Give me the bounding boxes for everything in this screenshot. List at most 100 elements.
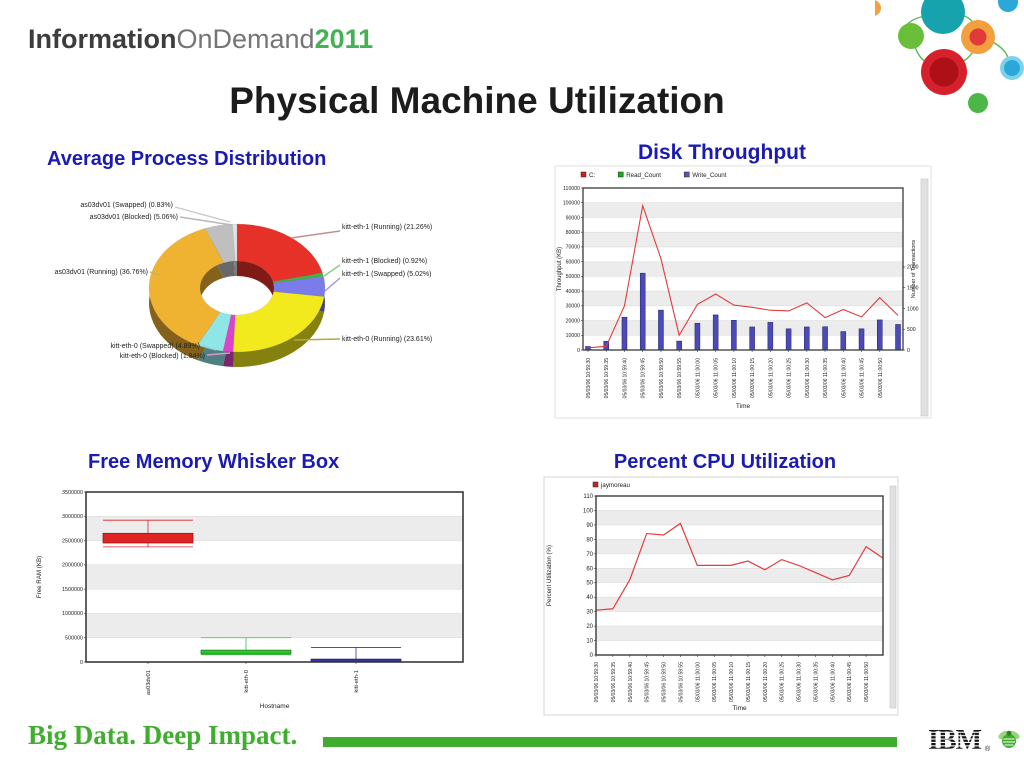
grid-band xyxy=(583,232,903,247)
x-tick-label: 05/03/06 10:59:35 xyxy=(611,662,617,703)
pie-slice xyxy=(236,223,323,282)
bar-write-count xyxy=(840,331,847,351)
event-logo: InformationOnDemand2011 xyxy=(28,24,373,55)
disk-throughput-chart: C: Read_Count Write_Count01000020000300004… xyxy=(554,165,932,419)
x-tick-label: 05/03/06 11:00:30 xyxy=(797,662,803,702)
axis-label: 60 xyxy=(586,566,593,572)
x-tick-label: 05/03/06 11:00:50 xyxy=(878,358,884,398)
page-title: Physical Machine Utilization xyxy=(229,80,725,121)
axis-label: 2000000 xyxy=(62,563,83,569)
axis-label: 110 xyxy=(583,494,593,500)
axis-label: 1500 xyxy=(907,285,919,291)
x-axis-title: Hostname xyxy=(260,703,290,710)
grid-band xyxy=(86,613,463,638)
axis-label: 40 xyxy=(586,595,593,601)
pie-slice-label: as03dv01 (Swapped) (0.83%) xyxy=(80,202,173,209)
legend-swatch xyxy=(580,171,587,178)
axis-label: 10 xyxy=(586,639,593,645)
x-tick-label: 05/03/06 11:00:05 xyxy=(714,358,720,398)
grid-band xyxy=(583,320,903,336)
pie-slice-label: as03dv01 (Blocked) (5.06%) xyxy=(90,214,178,221)
x-tick-label: 05/03/06 11:00:00 xyxy=(695,358,701,398)
axis-label: 100000 xyxy=(563,201,580,207)
legend-swatch xyxy=(592,481,599,488)
x-tick-label: 05/03/06 11:00:40 xyxy=(841,358,847,398)
bar-write-count xyxy=(767,322,774,351)
x-tick-label: 05/03/06 10:59:45 xyxy=(641,358,647,399)
line-c-drive xyxy=(587,203,899,349)
category-label: as03dv01 xyxy=(146,670,152,695)
ibm-logo: IBM ® xyxy=(928,726,991,754)
x-tick-label: 05/03/06 11:00:05 xyxy=(712,662,718,702)
bar-write-count xyxy=(877,319,883,351)
legend-swatch xyxy=(617,171,624,178)
logo-year: 2011 xyxy=(314,24,374,54)
leader-line xyxy=(290,230,341,239)
leader-line xyxy=(324,277,341,292)
box xyxy=(102,532,194,544)
x-tick-label: 05/03/06 10:59:50 xyxy=(662,662,668,703)
bar-write-count xyxy=(694,322,701,351)
axis-label: 0 xyxy=(907,348,910,354)
y-axis-title-right: Number of Transactions xyxy=(911,240,917,299)
bar-write-count xyxy=(749,326,755,351)
green-circle xyxy=(898,23,924,49)
x-tick-label: 05/03/06 11:00:10 xyxy=(729,662,735,702)
x-tick-label: 05/03/06 10:59:45 xyxy=(645,662,651,703)
logo-ondemand: OnDemand xyxy=(176,24,315,54)
chart-title-disk-throughput: Disk Throughput xyxy=(638,141,806,164)
axis-label: 30 xyxy=(586,610,593,616)
axis-label: 70 xyxy=(586,552,593,558)
cpu-utilization-chart: jaymoreau 0 10 20 30 40 50 60 70 80 90 100 110 05/03/… xyxy=(543,476,899,716)
leader-line xyxy=(323,264,341,277)
axis-label: 20 xyxy=(586,624,593,630)
pie-slice xyxy=(232,291,325,353)
x-tick-label: 05/03/06 11:00:10 xyxy=(732,358,738,398)
x-tick-label: 05/03/06 11:00:20 xyxy=(768,358,774,398)
line-jaymoreau xyxy=(595,522,884,611)
grid-band xyxy=(596,626,883,641)
x-tick-label: 05/03/06 11:00:45 xyxy=(860,358,866,398)
axis-label: 1000000 xyxy=(62,611,83,617)
leader-line xyxy=(201,345,217,351)
grid-band xyxy=(596,568,883,583)
grid-band xyxy=(86,564,463,590)
green-divider-bar xyxy=(323,737,897,747)
axis-label: 3500000 xyxy=(62,490,83,496)
bar-write-count xyxy=(621,316,628,351)
chart-title-process-distribution: Average Process Distribution xyxy=(47,148,327,170)
y-axis-title: Percent Utilization (%) xyxy=(546,545,553,606)
grid-band xyxy=(583,291,903,306)
box xyxy=(310,658,402,662)
category-label: kitt-eth-1 xyxy=(354,670,360,693)
axis-label: 1000 xyxy=(907,306,919,312)
pie-slice-label: kitt-eth-0 (Running) (23.61%) xyxy=(342,336,432,343)
ibm-reg-mark: ® xyxy=(985,745,991,753)
axis-label: 0 xyxy=(577,348,580,354)
pie-slice-label: kitt-eth-1 (Swapped) (5.02%) xyxy=(342,271,431,278)
axis-label: 90 xyxy=(586,523,593,529)
pie-slice-label: as03dv01 (Running) (36.76%) xyxy=(55,269,148,276)
pie-slice-label: kitt-eth-0 (Swapped) (4.89%) xyxy=(111,343,200,350)
x-tick-label: 05/03/06 10:59:55 xyxy=(678,662,684,703)
bar-write-count xyxy=(676,340,682,351)
decorative-circles xyxy=(875,0,1024,113)
bar-write-count xyxy=(658,309,664,351)
axis-label: 90000 xyxy=(566,215,581,221)
x-tick-label: 05/03/06 11:00:45 xyxy=(847,662,853,702)
pie-slice xyxy=(232,223,238,262)
bar-write-count xyxy=(712,314,719,351)
orange-circle-edge xyxy=(875,0,881,16)
leader-line xyxy=(174,206,231,223)
x-tick-label: 05/03/06 10:59:30 xyxy=(594,662,600,703)
bar-write-count xyxy=(731,320,737,351)
pie-slice xyxy=(148,228,224,346)
axis-label: 0 xyxy=(590,653,594,659)
x-tick-label: 05/03/06 11:00:25 xyxy=(780,662,786,702)
legend-label: Read_Count xyxy=(626,172,661,179)
axis-label: 20000 xyxy=(566,318,581,324)
x-tick-label: 05/03/06 10:59:40 xyxy=(628,662,634,703)
grid-band xyxy=(596,539,883,554)
x-tick-label: 05/03/06 10:59:35 xyxy=(604,358,610,399)
